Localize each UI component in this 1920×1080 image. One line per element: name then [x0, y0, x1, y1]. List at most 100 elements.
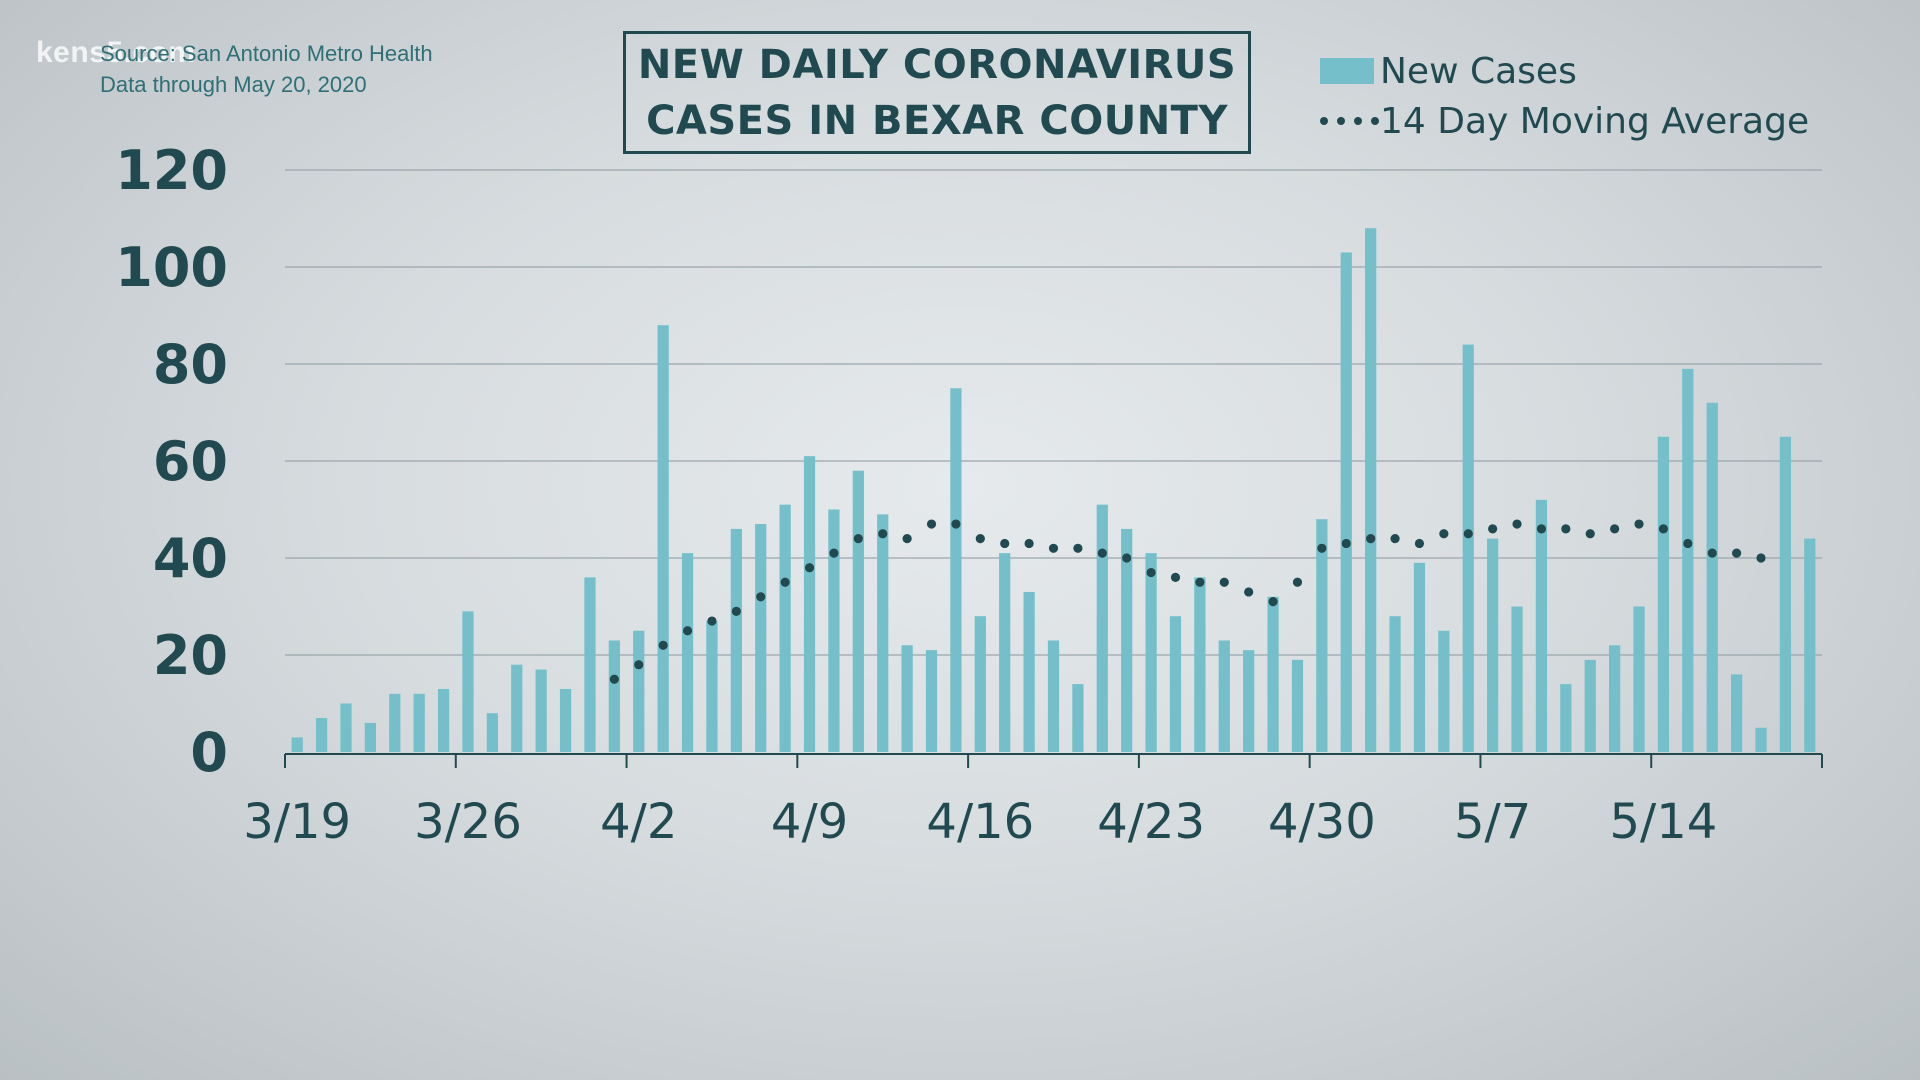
moving-average-point	[1073, 543, 1083, 553]
moving-average-point	[975, 534, 985, 544]
bar	[1096, 504, 1108, 752]
x-tick-label: 4/30	[1268, 794, 1376, 850]
bar	[1047, 640, 1060, 752]
x-tick-label: 3/19	[243, 794, 351, 850]
moving-average-point	[878, 529, 888, 539]
y-axis-ticks: 0 20 40 60 80 100 120	[115, 139, 228, 784]
x-tick-label: 4/16	[926, 794, 1034, 850]
legend-bar-swatch	[1320, 58, 1374, 84]
bar	[1267, 596, 1279, 752]
chart-title-line-1: NEW DAILY CORONAVIRUS	[637, 41, 1237, 88]
moving-average-point	[1512, 519, 1522, 529]
moving-average-point	[1536, 524, 1547, 534]
bar	[1706, 402, 1718, 752]
moving-average-point	[1268, 597, 1278, 607]
bar	[925, 650, 938, 752]
bar	[389, 693, 401, 752]
moving-average-point	[1048, 543, 1059, 553]
source-note: Source: San Antonio Metro Health Data th…	[100, 38, 433, 100]
bar	[1462, 344, 1474, 752]
legend-dots-swatch	[1320, 117, 1380, 125]
y-tick-label: 60	[153, 430, 228, 493]
bar	[1487, 538, 1499, 752]
moving-average-point	[1390, 534, 1400, 544]
moving-average-point	[1439, 529, 1449, 539]
legend-label-moving-average: 14 Day Moving Average	[1380, 100, 1810, 142]
bar	[901, 645, 913, 752]
bar	[730, 528, 742, 752]
moving-average-point	[780, 577, 790, 587]
moving-average-point	[658, 640, 668, 650]
y-tick-label: 20	[153, 624, 228, 687]
moving-average-point	[1658, 524, 1669, 534]
bar	[974, 616, 986, 752]
moving-average-point	[1414, 538, 1425, 549]
bar	[1779, 436, 1792, 752]
bar	[340, 703, 352, 752]
moving-average-point	[902, 534, 912, 544]
moving-average-point	[634, 660, 644, 670]
bar	[1511, 606, 1523, 752]
moving-average-point	[756, 592, 766, 602]
bar	[999, 553, 1011, 752]
moving-average-point	[1024, 538, 1034, 549]
moving-average-point	[707, 616, 717, 626]
y-tick-label: 40	[153, 527, 228, 590]
x-tick-label: 5/7	[1454, 794, 1531, 850]
bar	[315, 718, 328, 752]
bar	[1389, 616, 1401, 752]
moving-average-point	[1756, 553, 1766, 563]
bar	[706, 621, 718, 752]
moving-average-point	[1610, 524, 1620, 534]
bar	[1072, 684, 1084, 752]
bar	[1633, 606, 1645, 752]
bar	[1145, 553, 1157, 752]
moving-average-point	[951, 519, 961, 529]
bar	[1609, 645, 1621, 752]
gridlines	[285, 169, 1822, 656]
x-axis	[284, 753, 1823, 768]
bar	[1682, 368, 1694, 752]
bar	[1584, 659, 1596, 752]
bar	[681, 553, 694, 752]
moving-average-point	[731, 606, 741, 616]
bar	[559, 688, 572, 752]
bar	[1169, 616, 1182, 752]
moving-average-point	[1341, 538, 1351, 549]
bar	[437, 688, 450, 752]
bar	[1755, 727, 1767, 752]
bar	[1560, 684, 1572, 752]
moving-average-point	[804, 563, 815, 573]
legend-item-moving-average: 14 Day Moving Average	[1320, 96, 1809, 146]
bar	[877, 514, 889, 752]
bar	[1730, 674, 1743, 752]
moving-average-point	[1488, 524, 1498, 534]
bar	[1413, 562, 1426, 752]
bar	[1194, 577, 1206, 752]
source-line: Source: San Antonio Metro Health	[100, 41, 433, 66]
moving-average-series	[609, 519, 1766, 684]
moving-average-point	[1000, 538, 1010, 549]
bar	[608, 640, 620, 752]
moving-average-point	[853, 534, 863, 544]
x-tick-label: 3/26	[414, 794, 522, 850]
moving-average-point	[1585, 529, 1595, 539]
moving-average-point	[1683, 538, 1693, 549]
y-tick-label: 120	[115, 139, 228, 202]
moving-average-point	[682, 626, 693, 636]
bar	[291, 737, 303, 752]
moving-average-point	[609, 674, 619, 684]
bar-series	[291, 228, 1816, 752]
bar	[1121, 528, 1133, 752]
moving-average-point	[1146, 567, 1156, 578]
moving-average-point	[926, 519, 937, 529]
bar	[486, 713, 498, 752]
moving-average-point	[1707, 548, 1717, 558]
moving-average-point	[1097, 548, 1107, 558]
watermark-logo: kens5.com	[36, 36, 196, 69]
data-through-line: Data through May 20, 2020	[100, 72, 367, 97]
bar	[364, 722, 377, 752]
x-tick-label: 4/23	[1097, 794, 1205, 850]
bar	[633, 630, 645, 752]
moving-average-point	[1732, 548, 1742, 558]
